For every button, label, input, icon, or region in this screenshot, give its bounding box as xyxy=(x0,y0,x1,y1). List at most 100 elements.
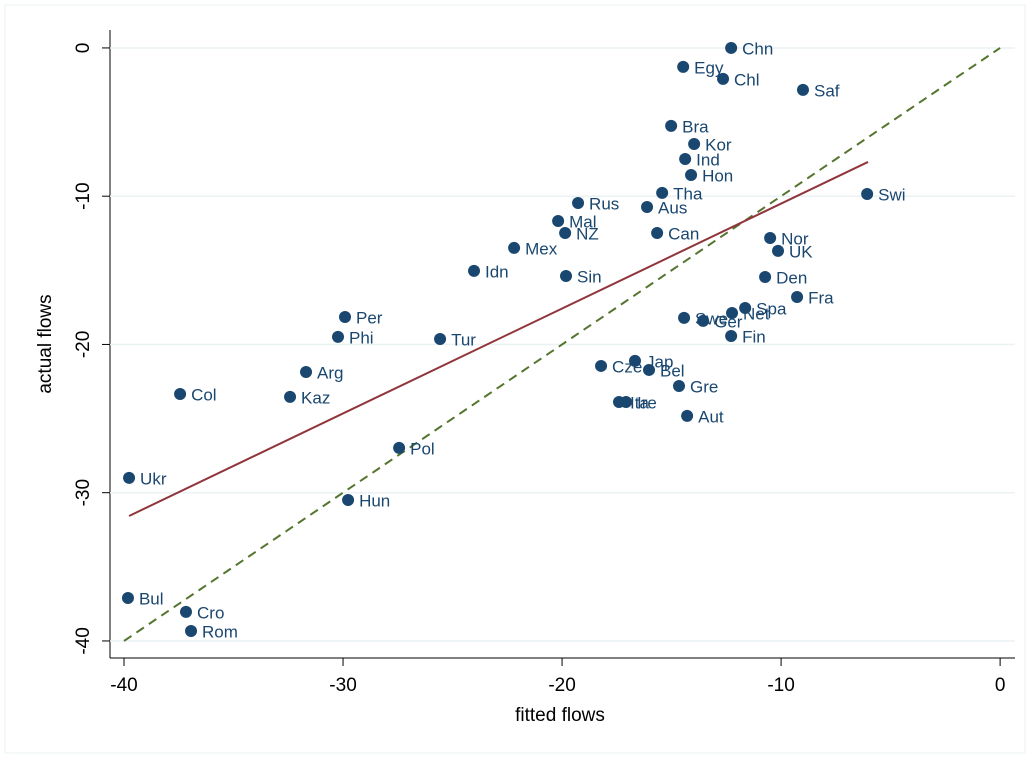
point-label: UK xyxy=(789,242,813,261)
point-label: Tur xyxy=(451,330,476,349)
point xyxy=(677,60,690,73)
x-tick-label: 0 xyxy=(995,675,1006,696)
fit-line xyxy=(128,161,869,517)
point xyxy=(342,493,355,506)
point xyxy=(665,119,678,132)
point xyxy=(725,329,738,342)
point xyxy=(641,201,654,214)
point xyxy=(688,138,701,151)
point-label: Kor xyxy=(705,135,732,154)
point xyxy=(651,226,664,239)
x-tick-label: -40 xyxy=(110,675,137,696)
point-label: Fra xyxy=(808,288,834,307)
point-label: Bul xyxy=(139,589,164,608)
point xyxy=(717,72,730,85)
point-label: Per xyxy=(356,309,383,328)
point-label: Rus xyxy=(589,194,619,213)
point-label: Pol xyxy=(410,439,435,458)
point-label: Ind xyxy=(696,150,720,169)
point-label: Ire xyxy=(637,393,657,412)
point xyxy=(121,591,134,604)
point xyxy=(595,359,608,372)
point xyxy=(681,409,694,422)
x-tick-label: -10 xyxy=(767,675,794,696)
point xyxy=(739,301,752,314)
x-tick-label: -30 xyxy=(329,675,356,696)
point-label: Idn xyxy=(485,262,509,281)
point xyxy=(332,330,345,343)
point xyxy=(628,354,641,367)
point-label: Mex xyxy=(525,239,558,258)
point-label: Chl xyxy=(734,70,760,89)
point xyxy=(559,226,572,239)
point-label: Bel xyxy=(660,361,685,380)
point xyxy=(552,214,565,227)
point-label: Saf xyxy=(814,81,840,100)
x-axis-label: fitted flows xyxy=(515,705,605,726)
point xyxy=(468,264,481,277)
point-label: Hon xyxy=(702,166,733,185)
point xyxy=(656,186,669,199)
point-label: NZ xyxy=(576,224,599,243)
point xyxy=(174,387,187,400)
point xyxy=(284,390,297,403)
reference-line xyxy=(123,47,1001,642)
point-label: Tha xyxy=(673,184,703,203)
point xyxy=(697,314,710,327)
point xyxy=(685,168,698,181)
point-label: Cze xyxy=(612,357,642,376)
y-axis-label: actual flows xyxy=(35,294,56,393)
y-tick-label: -40 xyxy=(73,627,94,654)
point xyxy=(759,270,772,283)
point-label: Hun xyxy=(359,491,390,510)
point-label: Chn xyxy=(742,39,773,58)
point xyxy=(764,231,777,244)
point-label: Mal xyxy=(569,212,596,231)
point xyxy=(572,197,585,210)
point-label: Aus xyxy=(658,198,687,217)
point xyxy=(620,395,633,408)
point xyxy=(643,363,656,376)
point-label: Cro xyxy=(197,603,224,622)
point xyxy=(508,241,521,254)
y-tick-label: -10 xyxy=(73,182,94,209)
point xyxy=(180,605,193,618)
point-label: Fin xyxy=(742,327,766,346)
point xyxy=(393,441,406,454)
point xyxy=(678,311,691,324)
point-label: Gre xyxy=(690,377,718,396)
point-label: Col xyxy=(191,385,217,404)
point xyxy=(300,366,313,379)
point xyxy=(434,332,447,345)
point-label: Ita xyxy=(630,393,649,412)
point-label: Ger xyxy=(714,312,743,331)
point xyxy=(679,152,692,165)
point-label: Swi xyxy=(878,185,905,204)
point xyxy=(772,244,785,257)
point-label: Can xyxy=(668,224,699,243)
point xyxy=(796,83,809,96)
point-label: Sin xyxy=(577,267,602,286)
point-label: Den xyxy=(776,268,807,287)
point-label: Arg xyxy=(317,364,343,383)
point-label: Aut xyxy=(698,407,724,426)
point xyxy=(791,291,804,304)
point xyxy=(123,471,136,484)
point-label: Nor xyxy=(781,229,809,248)
point-label: Bra xyxy=(682,117,709,136)
point-label: Rom xyxy=(202,623,238,642)
x-tick-label: -20 xyxy=(548,675,575,696)
point-label: Kaz xyxy=(301,388,330,407)
y-tick-label: 0 xyxy=(73,43,94,54)
point xyxy=(725,41,738,54)
point-label: Ukr xyxy=(140,469,167,488)
graph-region xyxy=(4,4,1026,754)
point-label: Spa xyxy=(756,299,787,318)
point xyxy=(673,379,686,392)
point xyxy=(861,187,874,200)
point-label: Egy xyxy=(694,58,724,77)
y-tick-label: -20 xyxy=(73,331,94,358)
point xyxy=(339,311,352,324)
